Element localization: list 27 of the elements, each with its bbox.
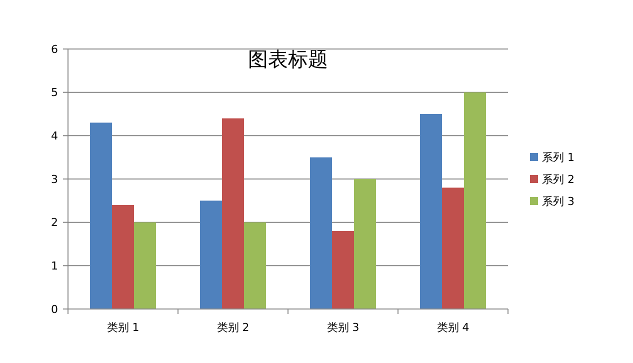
bar — [442, 188, 464, 309]
bar — [354, 179, 376, 309]
y-tick-label: 2 — [51, 216, 58, 230]
bar — [134, 222, 156, 309]
y-tick-label: 6 — [51, 42, 58, 56]
bar — [310, 157, 332, 309]
x-tick-label: 类别 1 — [106, 321, 140, 334]
y-tick-label: 1 — [51, 260, 58, 273]
bar — [112, 205, 134, 309]
x-tick-label: 类别 2 — [216, 321, 250, 334]
legend-label: 系列 1 — [542, 150, 574, 164]
bar — [90, 122, 112, 309]
chart-title: 图表标题 — [248, 47, 328, 71]
x-tick-label: 类别 3 — [326, 321, 360, 334]
bar — [200, 200, 222, 309]
bar — [420, 114, 442, 309]
y-tick-label: 3 — [51, 172, 58, 186]
bar — [222, 118, 244, 309]
bar — [464, 92, 486, 309]
y-tick-label: 4 — [51, 130, 58, 143]
y-tick-label: 5 — [51, 86, 58, 100]
legend-label: 系列 3 — [542, 194, 574, 208]
bar — [332, 231, 354, 309]
y-tick-label: 0 — [51, 302, 58, 316]
bar — [244, 222, 266, 309]
x-tick-label: 类别 4 — [436, 321, 470, 334]
legend-label: 系列 2 — [542, 172, 574, 186]
